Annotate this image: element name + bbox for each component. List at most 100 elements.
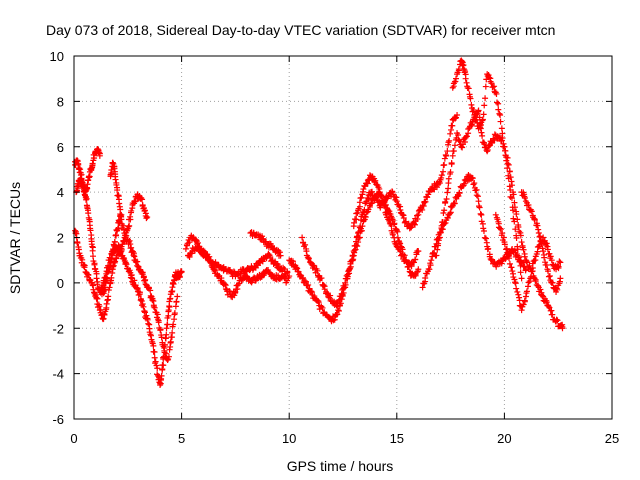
data-point-track-n (508, 195, 515, 202)
data-point-track-m (539, 292, 546, 299)
data-point-track-c (96, 152, 103, 159)
data-point-track-b (74, 240, 81, 247)
data-point-track-a (151, 349, 158, 356)
data-point-track-n (505, 175, 512, 182)
data-point-track-j (366, 203, 373, 210)
data-point-track-j (363, 209, 370, 216)
data-point-track-n (507, 187, 514, 194)
data-point-track-b (165, 353, 172, 360)
data-point-track-a (160, 362, 167, 369)
data-point-track-o (528, 268, 535, 275)
x-tick-label: 15 (390, 431, 404, 446)
data-point-track-a (153, 362, 160, 369)
data-point-track-l (456, 190, 463, 197)
data-point-track-p (528, 208, 535, 215)
data-point-track-a (123, 261, 130, 268)
data-point-track-j (414, 269, 421, 276)
data-point-track-m (433, 252, 440, 259)
data-point-track-a (152, 358, 159, 365)
y-tick-label: 0 (57, 276, 64, 291)
data-point-track-o (503, 245, 510, 252)
data-point-track-d (116, 200, 123, 207)
data-point-track-m (513, 211, 520, 218)
data-point-track-o (515, 291, 522, 298)
data-point-track-b (103, 300, 110, 307)
data-point-track-n (473, 116, 480, 123)
data-point-track-l (455, 193, 462, 200)
data-point-track-a (83, 195, 90, 202)
data-point-track-i (438, 172, 445, 179)
data-point-track-n (514, 246, 521, 253)
data-point-track-n (481, 102, 488, 109)
data-point-track-m (549, 311, 556, 318)
data-point-track-m (447, 169, 454, 176)
data-point-track-l (470, 181, 477, 188)
data-point-track-p (538, 241, 545, 248)
data-point-track-k (381, 202, 388, 209)
data-point-track-m (451, 142, 458, 149)
data-point-track-m (459, 144, 466, 151)
data-point-track-p (535, 226, 542, 233)
data-point-track-i (305, 281, 312, 288)
data-point-track-n (468, 101, 475, 108)
data-point-track-a (145, 320, 152, 327)
data-point-track-m (538, 289, 545, 296)
data-point-track-i (414, 215, 421, 222)
y-tick-label: 10 (50, 49, 64, 64)
data-point-track-i (452, 115, 459, 122)
data-point-track-l (428, 257, 435, 264)
data-point-track-j (318, 275, 325, 282)
data-point-track-a (135, 291, 142, 298)
data-point-track-b (171, 310, 178, 317)
data-point-track-o (501, 241, 508, 248)
data-point-track-m (441, 207, 448, 214)
data-point-track-m (463, 133, 470, 140)
data-point-track-o (512, 279, 519, 286)
data-point-track-e (114, 225, 121, 232)
data-point-track-m (543, 299, 550, 306)
data-point-track-a (163, 331, 170, 338)
data-point-track-m (514, 216, 521, 223)
data-point-track-m (481, 141, 488, 148)
data-point-track-m (448, 159, 455, 166)
data-point-track-e (116, 220, 123, 227)
data-point-track-o (513, 285, 520, 292)
data-point-track-b (94, 295, 101, 302)
data-point-track-o (499, 230, 506, 237)
data-point-track-o (544, 246, 551, 253)
data-point-track-m (486, 142, 493, 149)
data-point-track-d (143, 215, 150, 222)
data-point-track-o (555, 263, 562, 270)
data-point-track-a (131, 277, 138, 284)
data-point-track-n (512, 226, 519, 233)
x-axis-label: GPS time / hours (287, 458, 394, 474)
data-point-track-b (112, 258, 119, 265)
data-point-track-p (541, 254, 548, 261)
data-point-track-d (144, 214, 151, 221)
data-point-track-m (476, 114, 483, 121)
data-point-track-k (386, 219, 393, 226)
data-point-track-i (304, 282, 311, 289)
data-point-track-m (526, 262, 533, 269)
data-point-track-m (438, 222, 445, 229)
y-tick-label: -6 (52, 412, 64, 427)
data-point-track-m (524, 259, 531, 266)
data-point-track-l (471, 180, 478, 187)
data-point-track-j (335, 297, 342, 304)
data-point-track-o (525, 279, 532, 286)
data-point-track-i (441, 161, 448, 168)
data-point-track-n (463, 79, 470, 86)
data-point-track-j (354, 243, 361, 250)
data-point-track-k (351, 219, 358, 226)
data-point-track-o (492, 211, 499, 218)
data-point-track-m (510, 191, 517, 198)
data-point-track-d (126, 222, 133, 229)
data-point-track-a (93, 275, 100, 282)
data-point-track-n (465, 85, 472, 92)
y-tick-label: 2 (57, 231, 64, 246)
data-point-track-a (83, 196, 90, 203)
data-point-track-j (360, 217, 367, 224)
data-point-track-i (411, 221, 418, 228)
data-point-track-j (338, 290, 345, 297)
data-point-track-i (295, 268, 302, 275)
